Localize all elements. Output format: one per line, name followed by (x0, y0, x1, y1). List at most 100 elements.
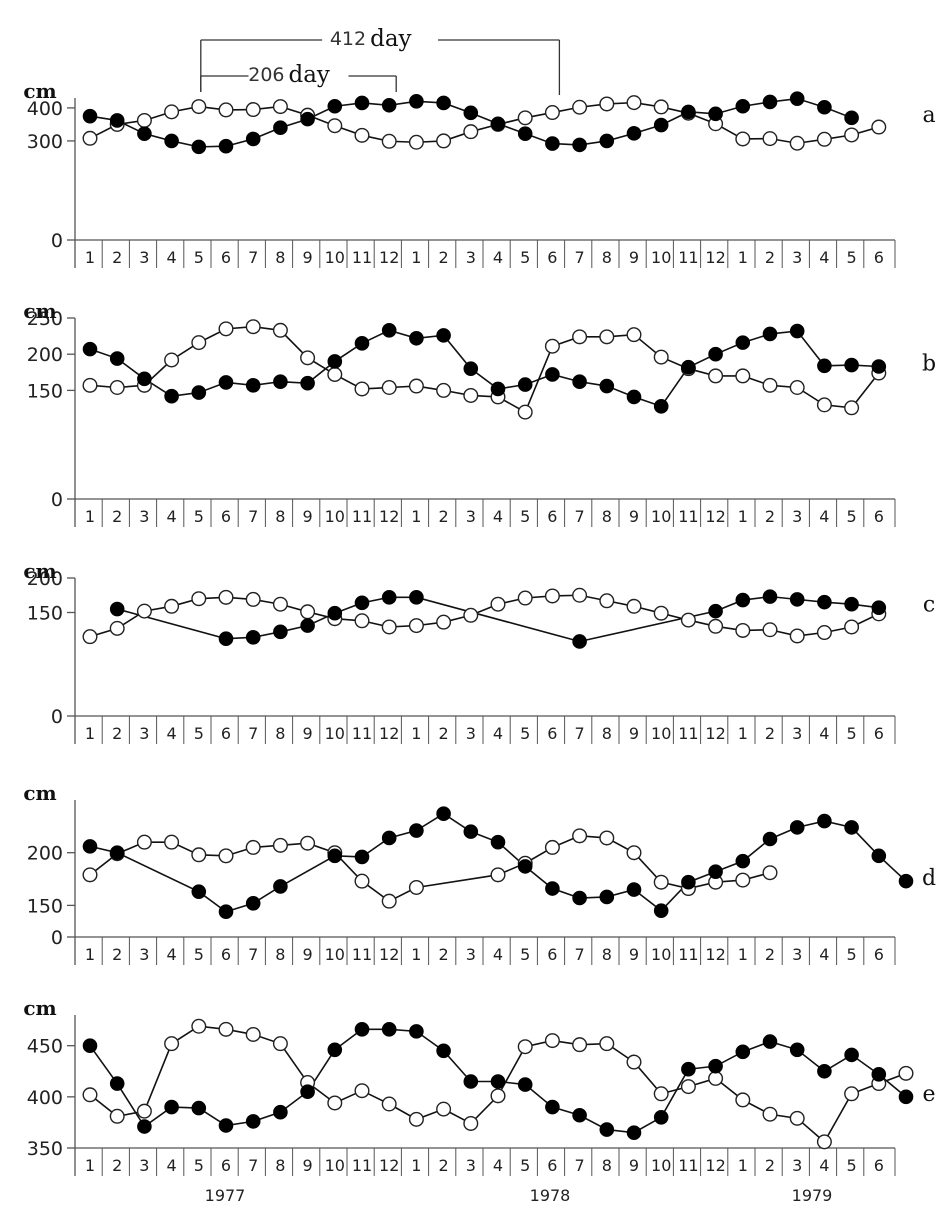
x-tick-label: 12 (705, 248, 725, 267)
filled-point (191, 1100, 207, 1116)
filled-point (300, 375, 315, 391)
open-point (327, 1095, 343, 1111)
x-tick-label: 8 (602, 507, 612, 526)
filled-point (871, 848, 887, 864)
filled-point (409, 823, 424, 838)
open-point (517, 590, 533, 606)
x-tick-label: 8 (602, 724, 612, 743)
filled-point (817, 358, 832, 374)
x-tick-label: 7 (248, 945, 258, 964)
filled-point (844, 110, 859, 126)
filled-point (409, 330, 424, 346)
open-point (844, 619, 860, 635)
y-tick-label: 200 (27, 568, 63, 590)
filled-point (273, 879, 288, 894)
open-point (544, 105, 560, 121)
filled-point (572, 634, 587, 649)
x-tick-label: 9 (303, 1156, 313, 1175)
open-point (544, 588, 560, 604)
x-tick-label: 1 (411, 945, 421, 964)
filled-point (653, 903, 669, 918)
open-point (245, 591, 261, 607)
open-point (653, 1086, 669, 1102)
open-point (735, 1092, 751, 1108)
open-point (490, 596, 506, 612)
filled-point (898, 1089, 914, 1105)
open-point (653, 99, 669, 115)
x-tick-label: 1 (85, 248, 95, 267)
y-tick-label: 400 (27, 98, 63, 120)
filled-point (490, 1074, 506, 1089)
open-point (762, 377, 778, 393)
open-point (218, 102, 234, 118)
bracket-value: 412 (330, 28, 366, 50)
open-point (626, 95, 642, 111)
open-point (218, 1021, 234, 1037)
panel-letter: b (922, 352, 936, 377)
x-tick-label: 4 (167, 724, 177, 743)
open-point (762, 622, 778, 638)
filled-point (817, 594, 832, 610)
y-unit-label: cm (23, 781, 56, 805)
x-tick-label: 8 (275, 945, 285, 964)
y-tick-label: 0 (51, 489, 63, 511)
filled-point (137, 371, 152, 387)
open-point (408, 378, 424, 394)
y-tick-label: 400 (27, 1087, 63, 1109)
filled-point (164, 1099, 179, 1115)
open-point (517, 404, 533, 420)
x-tick-label: 12 (379, 945, 399, 964)
x-tick-label: 6 (547, 248, 557, 267)
open-point (490, 867, 506, 883)
x-tick-label: 7 (575, 248, 585, 267)
filled-point (572, 374, 587, 390)
filled-point (218, 904, 234, 920)
filled-point (109, 845, 125, 860)
x-tick-label: 3 (466, 507, 476, 526)
filled-point (354, 849, 370, 865)
filled-point (735, 98, 751, 114)
filled-point (708, 864, 723, 879)
y-tick-label: 150 (27, 895, 63, 917)
open-point (762, 865, 778, 881)
filled-point (599, 378, 615, 394)
filled-point (300, 1084, 315, 1100)
filled-point (817, 813, 832, 829)
filled-point (789, 1042, 805, 1058)
open-point (816, 131, 832, 147)
x-tick-label: 12 (379, 724, 399, 743)
open-point (381, 619, 397, 635)
x-tick-label: 12 (705, 945, 725, 964)
filled-point (681, 874, 696, 890)
filled-point (245, 630, 261, 645)
open-point (136, 1103, 152, 1119)
open-point (191, 847, 207, 863)
filled-point (708, 603, 723, 619)
x-tick-label: 10 (325, 1156, 345, 1175)
open-point (626, 1054, 642, 1070)
open-point (626, 845, 642, 861)
open-point (82, 629, 98, 645)
open-point (708, 368, 724, 384)
x-tick-label: 6 (221, 1156, 231, 1175)
filled-point (517, 126, 533, 141)
filled-point (626, 882, 642, 897)
filled-point (626, 1125, 642, 1140)
open-point (653, 349, 669, 365)
filled-point (708, 106, 723, 122)
x-tick-label: 2 (765, 945, 775, 964)
filled-point (82, 341, 98, 357)
open-point (191, 1018, 207, 1034)
filled-point (218, 375, 234, 390)
filled-point (137, 1119, 152, 1134)
open-point (218, 848, 234, 864)
filled-point (82, 1038, 98, 1053)
open-point (191, 335, 207, 351)
filled-point (245, 378, 261, 393)
filled-point (245, 895, 261, 911)
open-point (218, 321, 234, 337)
open-point (164, 834, 180, 850)
open-point (109, 1108, 125, 1124)
x-tick-label: 1 (738, 1156, 748, 1175)
x-tick-label: 5 (520, 248, 530, 267)
